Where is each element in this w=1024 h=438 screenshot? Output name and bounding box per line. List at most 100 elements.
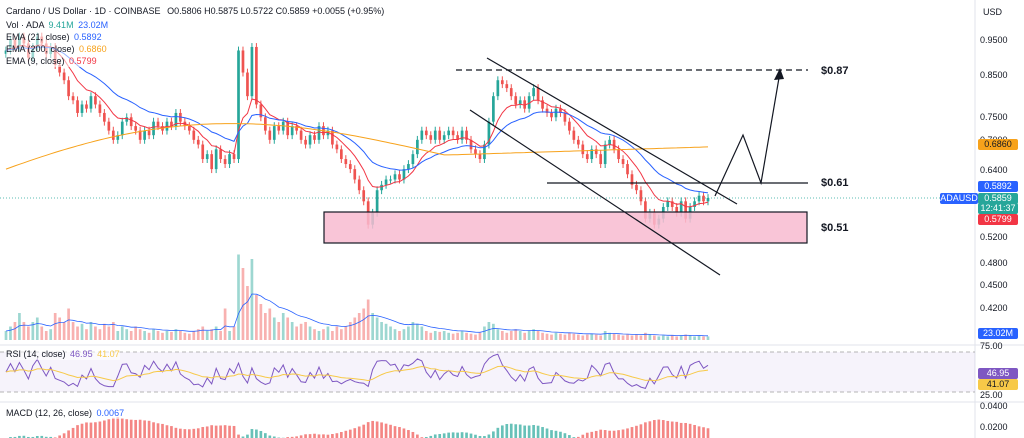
candle-body xyxy=(514,96,518,105)
candle-body xyxy=(545,108,549,113)
candle-body xyxy=(143,130,146,140)
volume-bar xyxy=(58,317,61,340)
volume-bar xyxy=(648,334,652,340)
volume-bar xyxy=(371,313,374,340)
macd-bar xyxy=(71,427,75,438)
ema21-legend[interactable]: EMA (21, close) 0.5892 xyxy=(6,31,102,43)
volume-bar xyxy=(290,322,294,340)
macd-bar xyxy=(706,428,710,438)
candle-body xyxy=(214,149,218,170)
ema200-legend-label: EMA (200, close) xyxy=(6,44,75,54)
vol-legend[interactable]: Vol · ADA 9.41M 23.02M xyxy=(6,19,109,31)
volume-bar xyxy=(474,334,477,340)
macd-bar xyxy=(308,434,312,438)
candle-body xyxy=(201,144,205,160)
volume-bar xyxy=(62,322,66,340)
macd-bar xyxy=(263,433,267,438)
macd-bar xyxy=(474,434,477,438)
macd-bar xyxy=(192,428,196,438)
candle-body xyxy=(451,130,455,136)
candle-body xyxy=(331,130,334,145)
candle-body xyxy=(134,126,138,131)
volume-bar xyxy=(219,331,222,340)
volume-bar xyxy=(411,322,415,340)
macd-legend-label: MACD (12, 26, close) xyxy=(6,408,93,418)
macd-bar xyxy=(94,422,97,438)
rsi-line xyxy=(5,353,709,390)
volume-bar xyxy=(111,322,115,340)
volume-bar xyxy=(228,331,231,340)
volume-bar xyxy=(563,334,567,340)
macd-bar xyxy=(183,429,187,438)
volume-bar xyxy=(500,331,504,340)
candle-body xyxy=(71,96,75,101)
volume-bar xyxy=(165,331,169,340)
ema200-legend[interactable]: EMA (200, close) 0.6860 xyxy=(6,43,107,55)
rsi-legend-label: RSI (14, close) xyxy=(6,349,66,359)
volume-bar xyxy=(35,317,39,340)
macd-bar xyxy=(232,425,236,438)
rsi-legend-value-2: 41.07 xyxy=(97,349,120,359)
macd-bar xyxy=(688,423,692,438)
volume-bar xyxy=(210,329,214,340)
volume-bar xyxy=(505,332,509,340)
volume-bar xyxy=(246,286,249,340)
macd-axis-tick: 0.0200 xyxy=(980,422,1008,432)
volume-bar xyxy=(532,329,535,340)
macd-bar xyxy=(545,428,549,438)
candle-body xyxy=(407,164,410,170)
volume-bar xyxy=(398,331,401,340)
ohlc-values: O0.5806 H0.5875 L0.5722 C0.5859 +0.0055 … xyxy=(167,6,385,16)
rsi-legend[interactable]: RSI (14, close) 46.95 41.07 xyxy=(6,348,120,360)
currency-label[interactable]: USD xyxy=(982,7,1002,17)
volume-bar xyxy=(4,331,8,340)
macd-bar xyxy=(554,430,558,438)
macd-bar xyxy=(661,420,665,438)
macd-bar xyxy=(389,424,392,438)
macd-bar xyxy=(187,429,191,438)
macd-bar xyxy=(697,426,701,438)
volume-bar xyxy=(536,331,540,340)
volume-bar xyxy=(331,331,334,340)
candle-body xyxy=(237,50,240,160)
macd-bar xyxy=(648,421,652,438)
volume-bar xyxy=(518,331,522,340)
candle-body xyxy=(85,104,88,109)
volume-bar xyxy=(465,332,468,340)
volume-bar xyxy=(706,336,710,340)
macd-bar xyxy=(31,436,35,438)
macd-bar xyxy=(666,420,670,438)
macd-bar xyxy=(465,432,468,438)
candle-body xyxy=(340,149,343,160)
candle-body xyxy=(612,139,616,150)
macd-bar xyxy=(639,424,643,438)
candle-body xyxy=(603,144,607,165)
volume-bar xyxy=(362,308,366,340)
volume-bar xyxy=(693,336,696,340)
volume-bar xyxy=(232,326,236,340)
candle-body xyxy=(621,159,625,165)
macd-bar xyxy=(290,436,294,438)
volume-bar xyxy=(433,331,437,340)
macd-bar xyxy=(375,421,379,438)
candle-body xyxy=(411,154,415,165)
volume-bar xyxy=(608,332,611,340)
candle-body xyxy=(58,65,61,73)
candle-body xyxy=(581,144,585,155)
rsi-axis-tick: 25.00 xyxy=(980,390,1003,400)
candle-body xyxy=(76,100,79,113)
macd-bar xyxy=(129,419,133,438)
macd-bar xyxy=(657,419,661,438)
candle-body xyxy=(635,184,638,191)
candle-body xyxy=(442,135,446,140)
macd-legend[interactable]: MACD (12, 26, close) 0.0067 xyxy=(6,407,125,419)
macd-bar xyxy=(67,430,70,438)
candle-body xyxy=(536,88,540,101)
volume-bar xyxy=(179,331,182,340)
ema9-legend[interactable]: EMA (9, close) 0.5799 xyxy=(6,55,97,67)
macd-bar xyxy=(411,431,415,438)
candle-body xyxy=(89,96,93,109)
macd-bar xyxy=(433,434,437,438)
volume-bar xyxy=(576,334,580,340)
